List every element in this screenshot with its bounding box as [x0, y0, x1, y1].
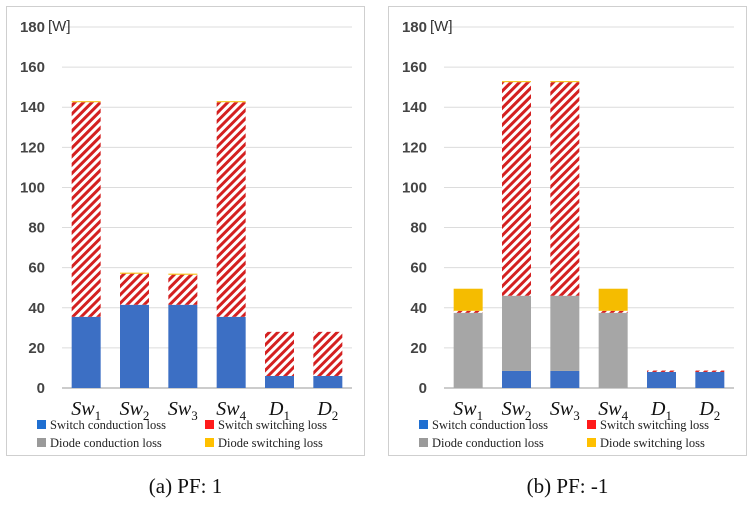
bar-segment: [502, 81, 531, 83]
bar-segment: [216, 102, 246, 317]
y-tick-label: 160: [402, 59, 427, 76]
bar-segment: [453, 312, 483, 388]
legend-label: Diode conduction loss: [432, 436, 544, 450]
y-tick-label: 140: [20, 99, 45, 116]
bar-segment: [71, 101, 101, 103]
y-tick-label: 60: [28, 260, 45, 277]
bar-segment: [216, 101, 246, 103]
y-unit-label: [W]: [48, 18, 71, 35]
bar-segment: [120, 273, 149, 305]
legend-swatch: [587, 420, 596, 429]
y-tick-label: 0: [37, 380, 45, 397]
chart-panel-pf-minus-1: 0 20 40 60 80 100 120 140 160 180 [W] Sw1 Sw2 Sw3 Sw4 D…: [388, 6, 747, 456]
legend-label: Switch conduction loss: [50, 418, 166, 432]
bar-segment: [453, 288, 483, 311]
bar-segment: [695, 370, 725, 372]
x-tick-label: Sw3: [168, 398, 198, 423]
legend-label: Switch switching loss: [600, 418, 709, 432]
bar-segment: [313, 375, 343, 388]
bar-segment: [502, 82, 531, 296]
bar-segment: [550, 82, 580, 296]
legend-label: Diode switching loss: [218, 436, 323, 450]
y-tick-label: 60: [410, 260, 427, 277]
bar-segment: [313, 331, 343, 376]
y-tick-label: 100: [402, 179, 427, 196]
legend-swatch: [37, 438, 46, 447]
bar-segment: [453, 310, 483, 313]
bar-segment: [502, 370, 531, 388]
bar-segment: [265, 331, 294, 376]
legend-label: Switch conduction loss: [432, 418, 548, 432]
bar-segment: [647, 371, 676, 388]
bar-segment: [265, 375, 294, 388]
bar-segment: [168, 304, 198, 388]
bar-segment: [120, 304, 149, 388]
chart-panel-pf-1: 0 20 40 60 80 100 120 140 160 180 [W] Sw1 Sw2 Sw3 Sw4 D…: [6, 6, 365, 456]
y-unit-label: [W]: [430, 18, 453, 35]
y-tick-label: 120: [402, 139, 427, 156]
legend-label: Diode conduction loss: [50, 436, 162, 450]
y-tick-label: 140: [402, 99, 427, 116]
y-tick-label: 100: [20, 179, 45, 196]
bar-segment: [168, 274, 198, 305]
y-tick-label: 40: [28, 300, 45, 317]
bar-segment: [216, 316, 246, 388]
legend-swatch: [205, 420, 214, 429]
bar-segment: [168, 273, 198, 275]
y-tick-label: 180: [20, 19, 45, 36]
bar-segment: [695, 371, 725, 388]
legend-swatch: [419, 420, 428, 429]
y-tick-label: 80: [28, 220, 45, 237]
bar-segment: [598, 310, 628, 313]
bar-segment: [71, 102, 101, 317]
y-tick-label: 120: [20, 139, 45, 156]
legend-label: Switch switching loss: [218, 418, 327, 432]
y-tick-label: 0: [419, 380, 427, 397]
bar-segment: [120, 272, 149, 274]
legend-swatch: [37, 420, 46, 429]
legend-swatch: [205, 438, 214, 447]
y-tick-label: 180: [402, 19, 427, 36]
caption-b: (b) PF: -1: [526, 474, 609, 498]
bar-segment: [550, 81, 580, 83]
legend-label: Diode switching loss: [600, 436, 705, 450]
legend-swatch: [419, 438, 428, 447]
legend-swatch: [587, 438, 596, 447]
bar-segment: [502, 295, 531, 371]
y-tick-label: 160: [20, 59, 45, 76]
caption-a: (a) PF: 1: [148, 474, 223, 498]
bar-segment: [71, 316, 101, 388]
x-tick-label: Sw3: [550, 398, 580, 423]
bar-segment: [598, 312, 628, 388]
y-tick-label: 40: [410, 300, 427, 317]
bar-segment: [598, 288, 628, 311]
y-tick-label: 20: [410, 340, 427, 357]
bar-segment: [550, 295, 580, 371]
y-tick-label: 80: [410, 220, 427, 237]
y-tick-label: 20: [28, 340, 45, 357]
bar-segment: [550, 370, 580, 388]
bar-segment: [647, 370, 676, 372]
